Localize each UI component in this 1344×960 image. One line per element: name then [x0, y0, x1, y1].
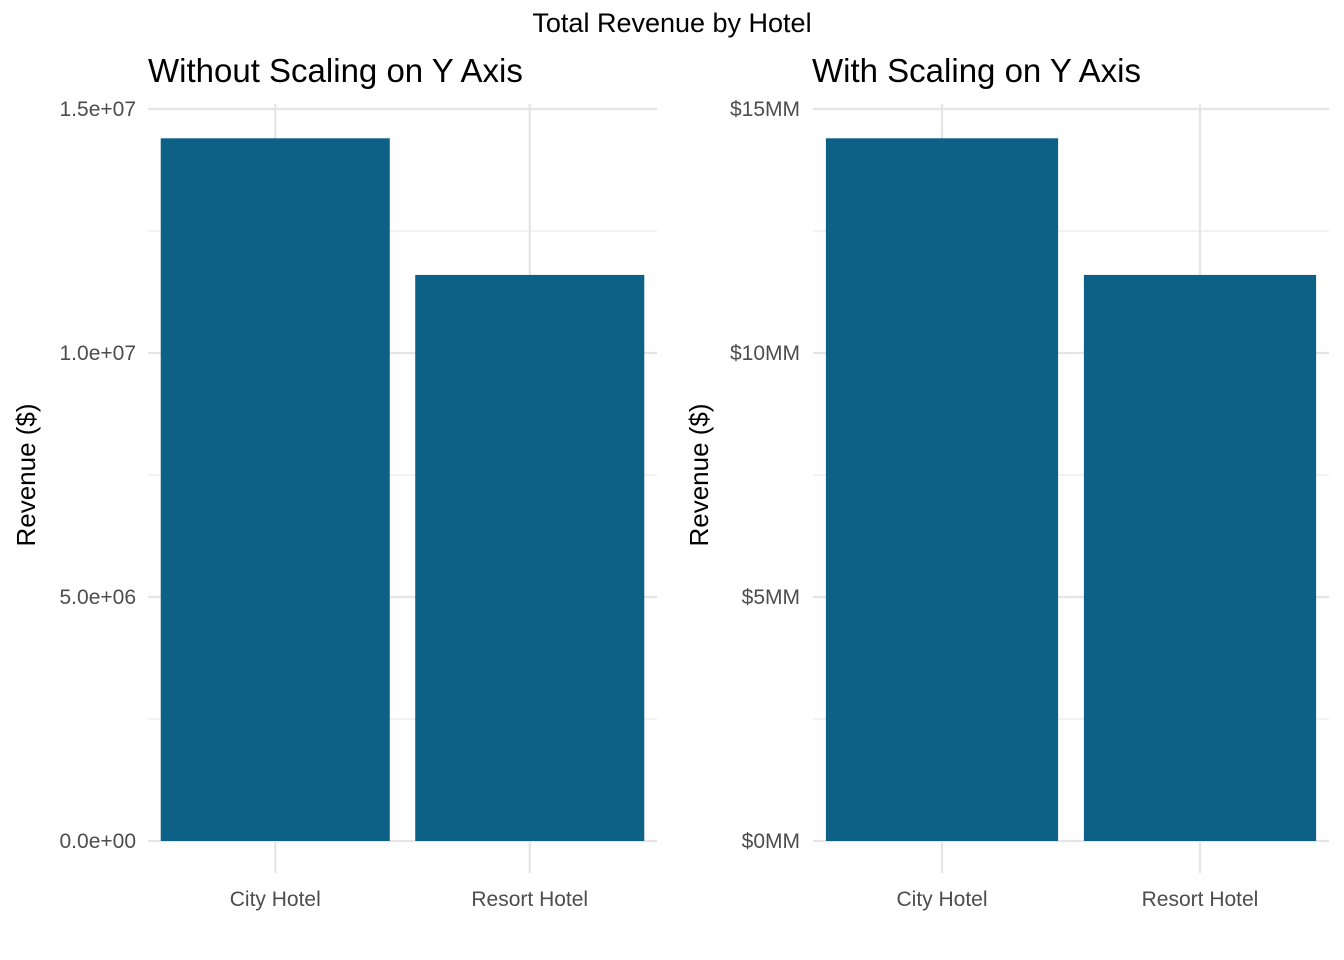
y-tick-label: $5MM	[742, 586, 800, 609]
bar-resort-hotel	[415, 274, 645, 841]
y-tick-label: $10MM	[730, 342, 800, 365]
panel-title: With Scaling on Y Axis	[812, 52, 1141, 89]
y-tick-label: $0MM	[742, 830, 800, 853]
y-tick-label: $15MM	[730, 98, 800, 121]
x-tick-label: City Hotel	[896, 888, 987, 911]
bar-resort-hotel	[1083, 274, 1317, 841]
bar-city-hotel	[160, 138, 390, 841]
panel-title: Without Scaling on Y Axis	[148, 52, 523, 89]
chart-panel-2: $0MM $5MM $10MM $15MM City Hotel Resort Hotel…	[684, 52, 1329, 911]
y-axis-label: Revenue ($)	[11, 403, 41, 546]
y-tick-label: 1.5e+07	[60, 98, 137, 121]
bar-city-hotel	[825, 138, 1059, 841]
y-axis-label: Revenue ($)	[684, 403, 714, 546]
x-tick-label: City Hotel	[230, 888, 321, 911]
y-tick-label: 5.0e+06	[60, 586, 137, 609]
x-tick-label: Resort Hotel	[1142, 888, 1259, 911]
chart-panel-1: 0.0e+00 5.0e+06 1.0e+07 1.5e+07 City Hotel Re…	[11, 52, 657, 911]
figure-title: Total Revenue by Hotel	[532, 8, 811, 38]
y-tick-label: 1.0e+07	[60, 342, 137, 365]
x-tick-label: Resort Hotel	[471, 888, 588, 911]
y-tick-label: 0.0e+00	[60, 830, 137, 853]
